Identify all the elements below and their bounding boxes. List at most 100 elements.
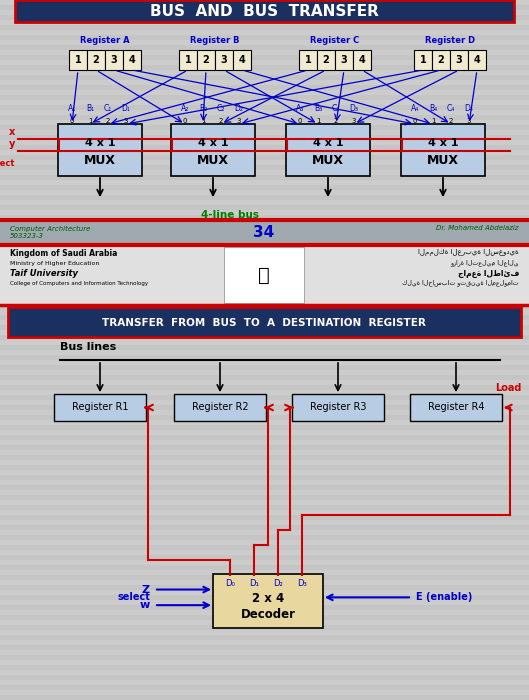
Bar xyxy=(0,665,529,670)
Text: 4: 4 xyxy=(239,55,245,65)
Bar xyxy=(233,50,251,70)
Bar xyxy=(0,495,529,500)
Bar xyxy=(0,605,529,610)
Bar xyxy=(0,455,529,460)
Bar xyxy=(0,585,529,590)
Text: 4 x 1: 4 x 1 xyxy=(313,137,343,148)
Text: كلية الحاسبات وتقنية المعلومات: كلية الحاسبات وتقنية المعلومات xyxy=(403,279,519,286)
Bar xyxy=(0,175,529,180)
Text: select: select xyxy=(117,592,150,603)
Bar xyxy=(0,305,529,310)
Text: 3: 3 xyxy=(467,118,471,124)
Bar xyxy=(0,595,529,600)
Text: A₁: A₁ xyxy=(68,104,76,113)
FancyBboxPatch shape xyxy=(286,124,370,176)
Bar xyxy=(0,475,529,480)
Text: B₂: B₂ xyxy=(199,104,207,113)
Bar xyxy=(0,535,529,540)
Bar xyxy=(0,220,529,245)
Text: College of Computers and Information Technology: College of Computers and Information Tec… xyxy=(10,281,148,286)
Bar xyxy=(0,405,529,410)
Text: C₃: C₃ xyxy=(332,104,340,113)
Bar xyxy=(0,215,529,220)
Text: 3: 3 xyxy=(455,55,462,65)
Text: Dr. Mohamed Abdelaziz: Dr. Mohamed Abdelaziz xyxy=(436,225,519,232)
Bar xyxy=(432,50,450,70)
Text: 4: 4 xyxy=(359,55,366,65)
Bar xyxy=(0,525,529,530)
Bar xyxy=(105,50,123,70)
Bar xyxy=(0,505,529,510)
Bar xyxy=(0,465,529,470)
Bar xyxy=(0,575,529,580)
Text: 2 x 4: 2 x 4 xyxy=(252,592,284,605)
Bar xyxy=(0,415,529,420)
Bar xyxy=(0,235,529,240)
Bar xyxy=(0,145,529,150)
Text: BUS  AND  BUS  TRANSFER: BUS AND BUS TRANSFER xyxy=(150,4,378,18)
Bar xyxy=(0,375,529,380)
Text: x: x xyxy=(9,127,15,137)
Text: 2: 2 xyxy=(219,118,223,124)
Text: 4 x 1: 4 x 1 xyxy=(198,137,228,148)
Bar xyxy=(0,355,529,360)
Text: 1: 1 xyxy=(419,55,426,65)
Bar xyxy=(87,50,105,70)
Bar xyxy=(0,195,529,200)
Text: C₄: C₄ xyxy=(447,104,455,113)
Text: 1: 1 xyxy=(200,118,205,124)
FancyBboxPatch shape xyxy=(213,574,323,628)
Text: 4 x 1: 4 x 1 xyxy=(428,137,458,148)
Text: 34: 34 xyxy=(253,225,275,240)
Text: 4: 4 xyxy=(473,55,480,65)
Bar xyxy=(0,395,529,400)
Text: 2: 2 xyxy=(334,118,338,124)
Text: D₄: D₄ xyxy=(464,104,473,113)
Text: 3: 3 xyxy=(237,118,241,124)
Text: D₀: D₀ xyxy=(225,579,235,588)
Bar xyxy=(0,425,529,430)
Text: D₃: D₃ xyxy=(350,104,359,113)
Bar xyxy=(8,307,521,337)
Text: select: select xyxy=(0,159,15,168)
Text: Ministry of Higher Education: Ministry of Higher Education xyxy=(10,260,99,265)
Bar xyxy=(0,185,529,190)
Bar xyxy=(0,45,529,50)
Text: Register D: Register D xyxy=(425,36,475,45)
Text: 3: 3 xyxy=(352,118,356,124)
Text: 2: 2 xyxy=(203,55,209,65)
Text: 1: 1 xyxy=(75,55,81,65)
Text: Taif University: Taif University xyxy=(10,269,78,277)
Bar xyxy=(0,95,529,100)
Bar xyxy=(468,50,486,70)
Bar xyxy=(0,25,529,30)
Bar xyxy=(0,85,529,90)
Text: 3: 3 xyxy=(111,55,117,65)
Text: المملكة العربية السعودية: المملكة العربية السعودية xyxy=(418,249,519,256)
Text: B₃: B₃ xyxy=(314,104,322,113)
Text: 4 x 1: 4 x 1 xyxy=(85,137,115,148)
Bar xyxy=(0,565,529,570)
Bar xyxy=(224,247,304,303)
Bar xyxy=(450,50,468,70)
Bar xyxy=(0,675,529,680)
Text: TRANSFER  FROM  BUS  TO  A  DESTINATION  REGISTER: TRANSFER FROM BUS TO A DESTINATION REGIS… xyxy=(102,318,426,328)
Text: 2: 2 xyxy=(437,55,444,65)
FancyBboxPatch shape xyxy=(174,394,266,421)
Text: 2: 2 xyxy=(106,118,110,124)
Bar xyxy=(0,625,529,630)
Bar xyxy=(0,205,529,210)
FancyBboxPatch shape xyxy=(171,124,255,176)
Text: 0: 0 xyxy=(298,118,302,124)
Bar xyxy=(0,485,529,490)
Bar xyxy=(317,50,335,70)
Bar xyxy=(0,695,529,700)
Bar xyxy=(0,55,529,60)
Bar xyxy=(0,35,529,40)
Text: Z: Z xyxy=(142,584,150,594)
Text: E (enable): E (enable) xyxy=(416,592,472,603)
Bar xyxy=(0,165,529,170)
Bar xyxy=(0,265,529,270)
Text: Bus lines: Bus lines xyxy=(60,342,116,352)
Text: y: y xyxy=(8,139,15,149)
